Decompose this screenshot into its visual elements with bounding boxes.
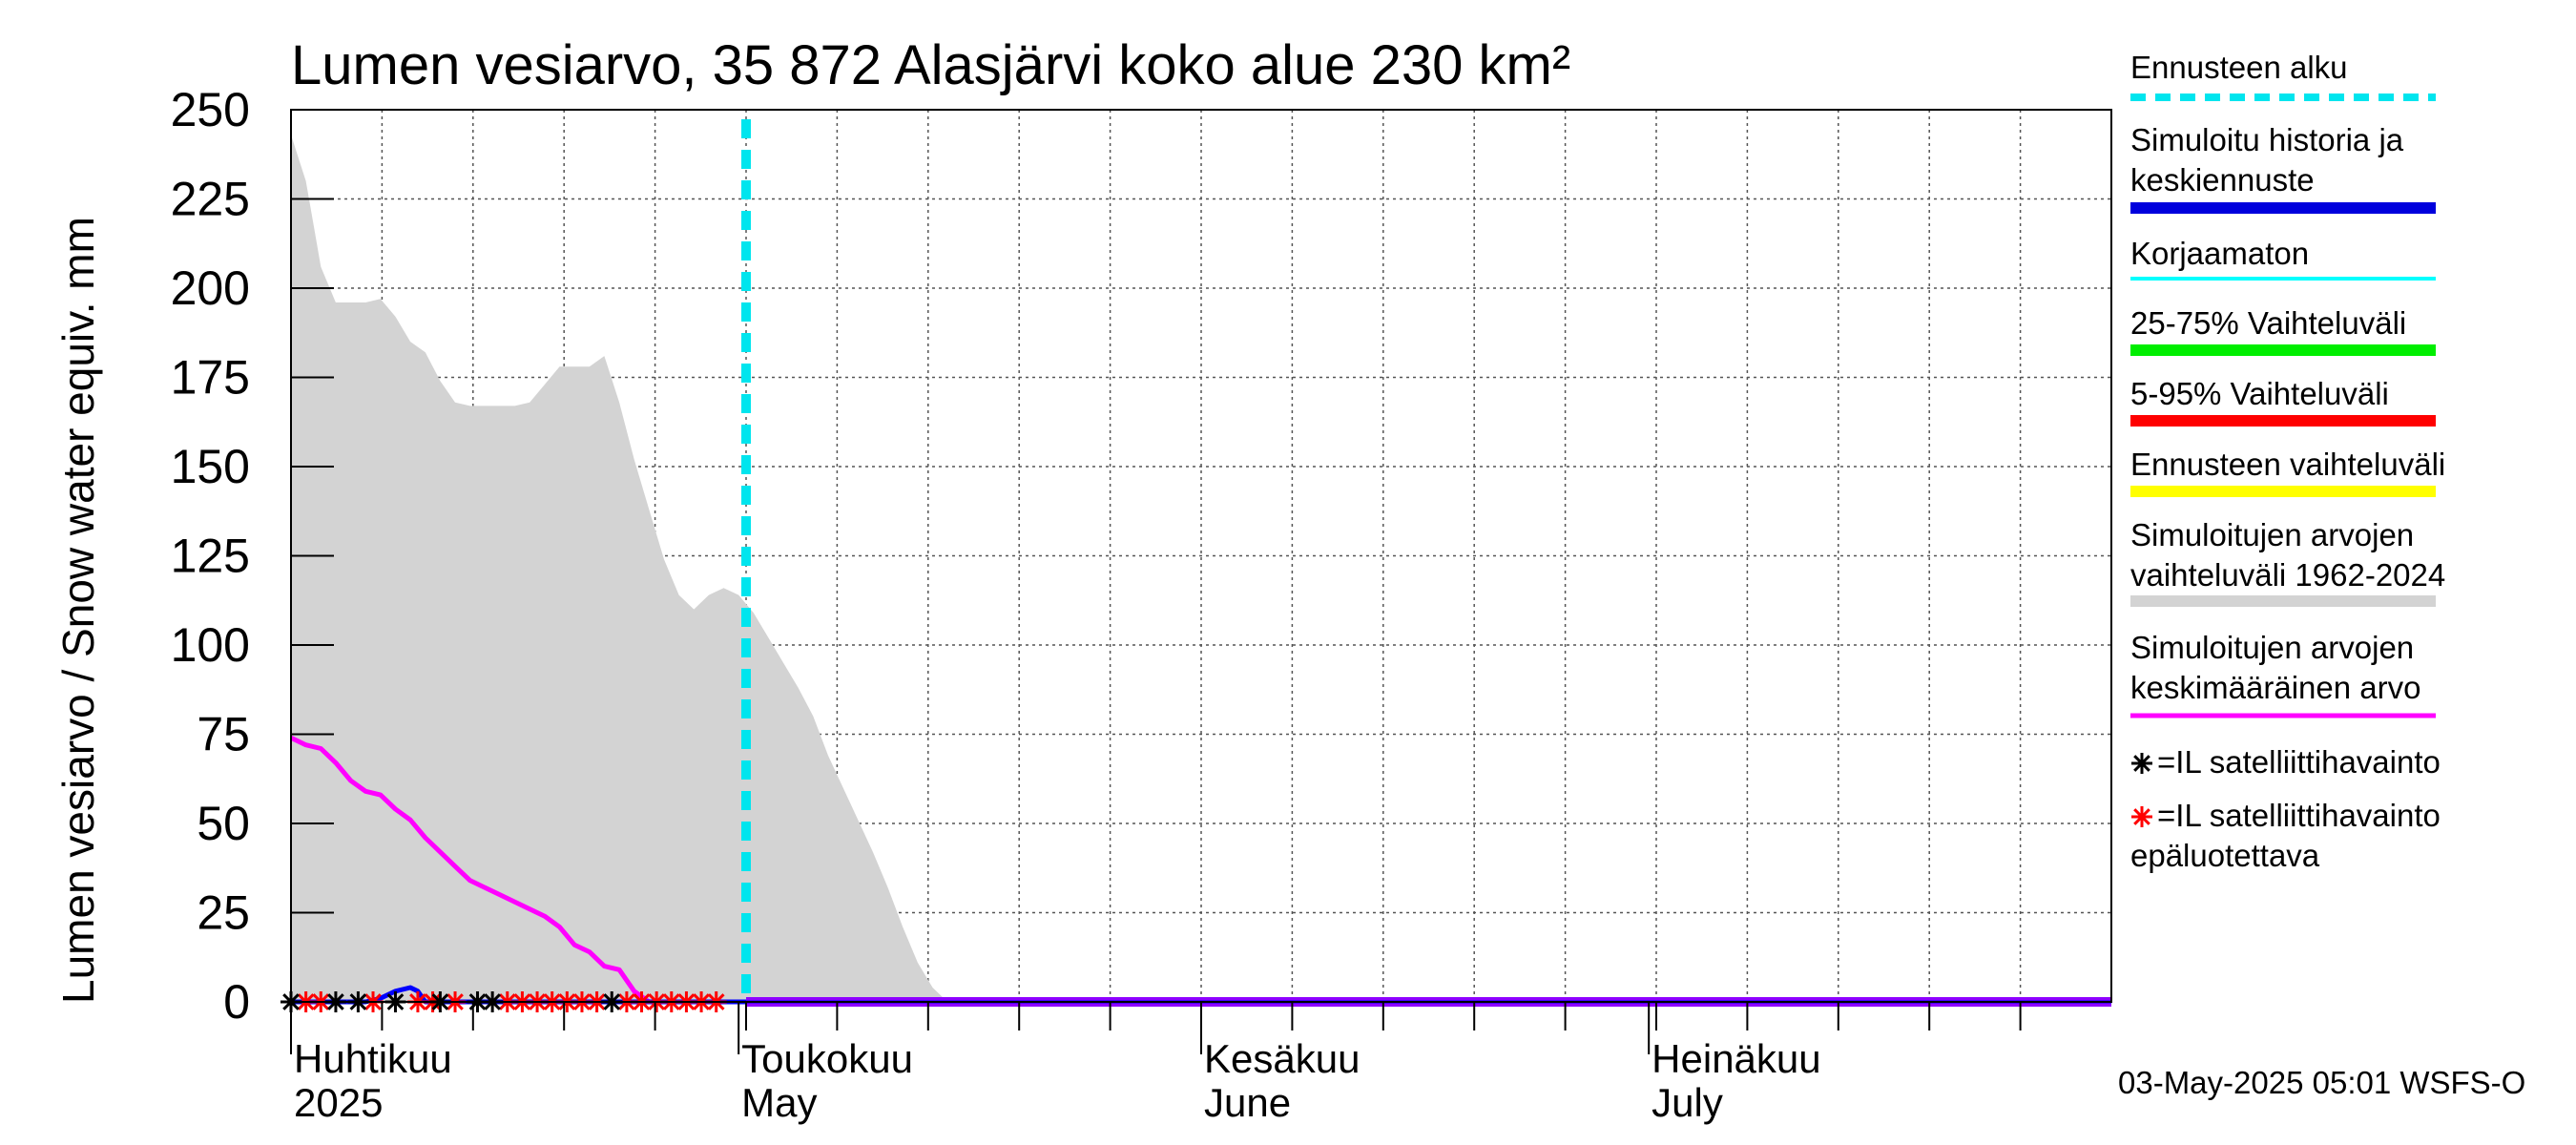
legend-label: 25-75% Vaihteluväli [2130, 305, 2406, 341]
month-label-fi: Toukokuu [741, 1036, 913, 1081]
legend-item: 5-95% Vaihteluväli [2130, 376, 2436, 427]
y-tick-label: 0 [223, 975, 250, 1029]
y-tick-label: 250 [171, 83, 250, 136]
month-label-fi: Heinäkuu [1652, 1036, 1820, 1081]
month-label-fi: Kesäkuu [1204, 1036, 1360, 1081]
mean-series-line [289, 735, 709, 1005]
legend-item: Simuloitujen arvojen keskimääräinen arvo [2130, 630, 2436, 718]
y-tick-label: 75 [197, 708, 250, 761]
legend-item: Simuloitu historia ja keskiennuste [2130, 122, 2436, 214]
legend-item: =IL satelliittihavainto epäluotettava [2130, 798, 2441, 873]
legend-item: Ennusteen alku [2130, 50, 2436, 101]
y-tick-label: 125 [171, 530, 250, 583]
y-tick-label: 25 [197, 886, 250, 940]
chart-title: Lumen vesiarvo, 35 872 Alasjärvi koko al… [291, 34, 1570, 96]
legend-label: 5-95% Vaihteluväli [2130, 376, 2389, 411]
axes: 0 25 50 75 100 125 150 175 200 225 250 Huhtikuu2025… [171, 83, 2112, 1125]
historical-range-area [291, 135, 978, 1002]
y-tick-label: 150 [171, 440, 250, 493]
legend-label: Simuloitujen arvojen keskimääräinen arvo [2130, 630, 2420, 705]
legend-label: Korjaamaton [2130, 236, 2309, 271]
y-tick-label: 50 [197, 797, 250, 850]
legend-item: Ennusteen vaihteluväli [2130, 447, 2445, 497]
legend-star-icon [2131, 806, 2152, 827]
legend-label: Ennusteen vaihteluväli [2130, 447, 2445, 482]
historical-range-layer [291, 135, 978, 1002]
y-axis-label: Lumen vesiarvo / Snow water equiv. mm [53, 217, 103, 1004]
legend-label: =IL satelliittihavainto [2157, 744, 2441, 780]
y-tick-label: 175 [171, 351, 250, 405]
y-tick-label: 100 [171, 618, 250, 672]
legend-star-icon [2131, 753, 2152, 774]
month-label-en: May [741, 1080, 817, 1125]
legend-item: 25-75% Vaihteluväli [2130, 305, 2436, 356]
legend: Ennusteen alku Simuloitu historia ja keski… [2130, 50, 2445, 873]
legend-label: Simuloitu historia ja keskiennuste [2130, 122, 2404, 198]
legend-item: Korjaamaton [2130, 236, 2436, 281]
y-tick-label: 225 [171, 173, 250, 226]
month-label-en: July [1652, 1080, 1723, 1125]
legend-label: Ennusteen alku [2130, 50, 2348, 85]
legend-label: Simuloitujen arvojen vaihteluväli 1962-20… [2130, 517, 2445, 593]
footer-timestamp: 03-May-2025 05:01 WSFS-O [2118, 1065, 2525, 1100]
legend-label: =IL satelliittihavainto epäluotettava [2130, 798, 2441, 873]
month-label-en: June [1204, 1080, 1291, 1125]
legend-item: =IL satelliittihavainto [2131, 744, 2441, 780]
y-tick-label: 200 [171, 261, 250, 315]
month-label-fi: Huhtikuu [294, 1036, 452, 1081]
month-label-en: 2025 [294, 1080, 383, 1125]
legend-item: Simuloitujen arvojen vaihteluväli 1962-20… [2130, 517, 2445, 607]
